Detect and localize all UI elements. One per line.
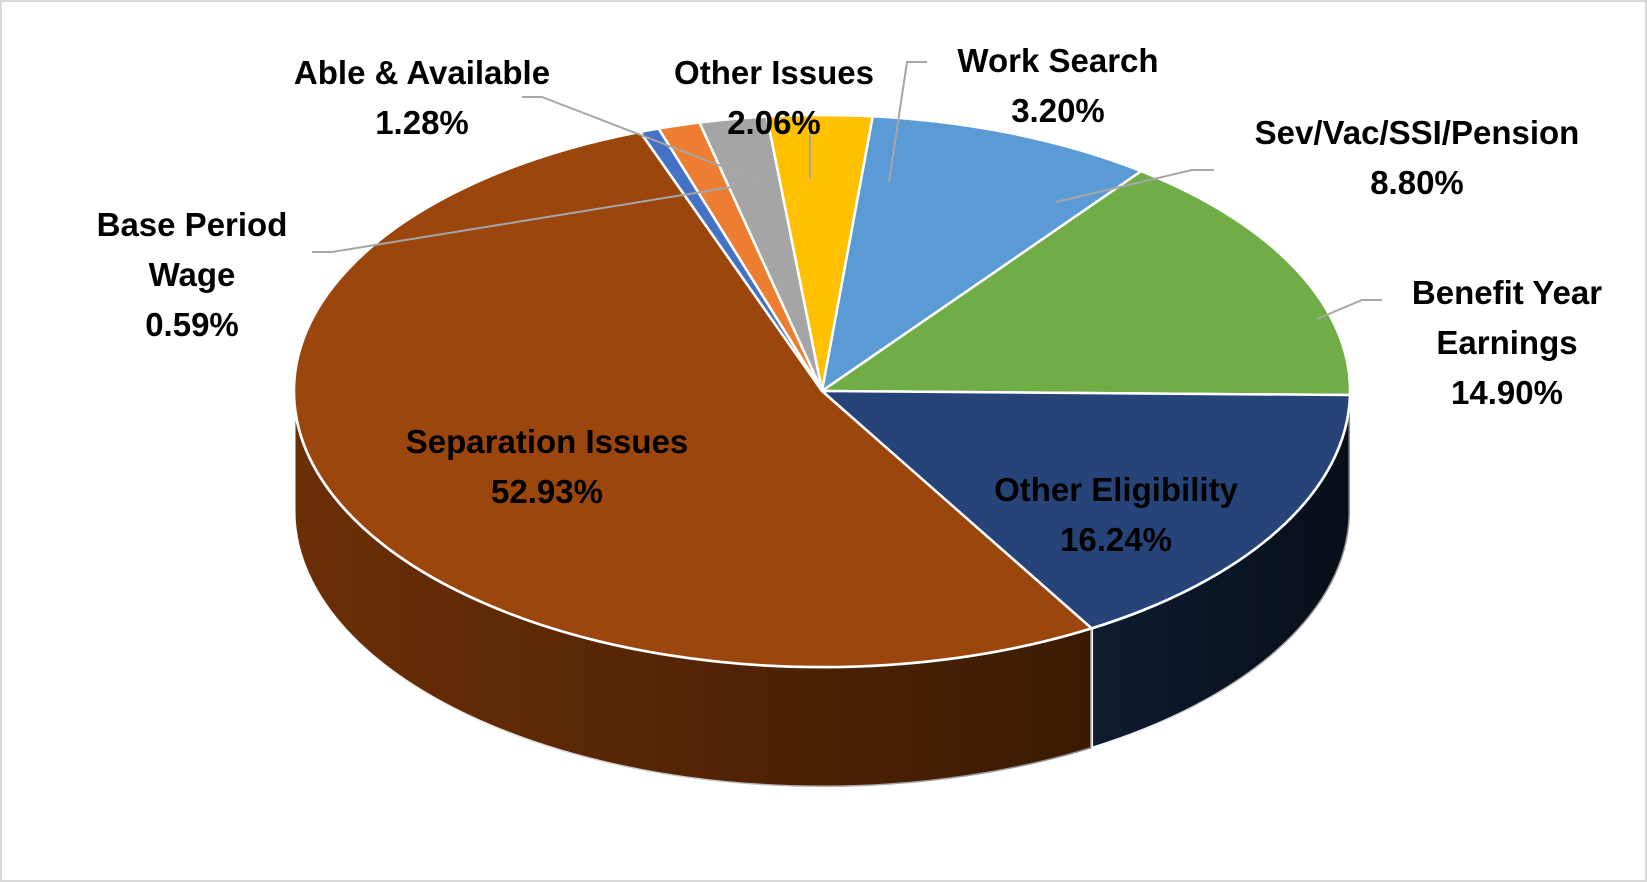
pie-tops: [292, 113, 1352, 669]
data-label-category: Wage: [149, 256, 236, 293]
pie-side-shade-other-eligibility: [1091, 395, 1350, 749]
data-label-value: 1.28%: [375, 104, 469, 141]
data-label-other-eligibility: Other Eligibility 16.24%: [994, 471, 1239, 558]
data-label-category: Sev/Vac/SSI/Pension: [1255, 114, 1580, 151]
data-label-value: 16.24%: [1060, 521, 1172, 558]
pie-slice-other-issues: [698, 115, 824, 393]
data-label-category: Other Issues: [674, 54, 874, 91]
data-label-category: Able & Available: [294, 54, 550, 91]
leader-line-able-available: [522, 96, 761, 182]
leader-line-sev-vac-ssi-pension: [1055, 169, 1214, 203]
leader-line-base-period-wage: [312, 186, 733, 253]
data-label-category: Benefit Year: [1412, 274, 1602, 311]
data-label-category: Base Period: [97, 206, 288, 243]
data-label-category: Separation Issues: [406, 423, 688, 460]
pie-slice-sev-vac-ssi-pension: [820, 115, 1143, 393]
data-label-value: 8.80%: [1370, 164, 1464, 201]
data-label-value: 0.59%: [145, 306, 239, 343]
data-label-category: Earnings: [1436, 324, 1577, 361]
data-label-value: 2.06%: [727, 104, 821, 141]
data-label-category: Other Eligibility: [994, 471, 1239, 508]
data-label-sev-vac-ssi-pension: Sev/Vac/SSI/Pension 8.80%: [1255, 114, 1580, 201]
data-label-value: 52.93%: [491, 473, 603, 510]
leader-line-work-search: [888, 61, 927, 183]
pie-side-shade-separation-issues: [294, 391, 1092, 787]
data-label-value: 3.20%: [1011, 92, 1105, 129]
pie-slice-other-eligibility: [820, 389, 1352, 630]
leader-lines: [312, 61, 1382, 320]
data-label-benefit-year-earnings: Benefit Year Earnings 14.90%: [1412, 274, 1602, 411]
data-label-base-period-wage: Base Period Wage 0.59%: [97, 206, 288, 343]
data-label-category: Work Search: [957, 42, 1158, 79]
pie-slice-separation-issues: [292, 130, 1093, 669]
data-label-work-search: Work Search 3.20%: [957, 42, 1158, 129]
pie-slice-benefit-year-earnings: [820, 169, 1352, 397]
data-label-other-issues: Other Issues 2.06%: [674, 54, 874, 141]
data-label-able-available: Able & Available 1.28%: [294, 54, 550, 141]
data-label-separation-issues: Separation Issues 52.93%: [406, 423, 688, 510]
data-labels: Work Search 3.20% Sev/Vac/SSI/Pension 8.80%…: [97, 42, 1603, 558]
leader-line-benefit-year-earnings: [1316, 299, 1382, 320]
data-label-value: 14.90%: [1451, 374, 1563, 411]
